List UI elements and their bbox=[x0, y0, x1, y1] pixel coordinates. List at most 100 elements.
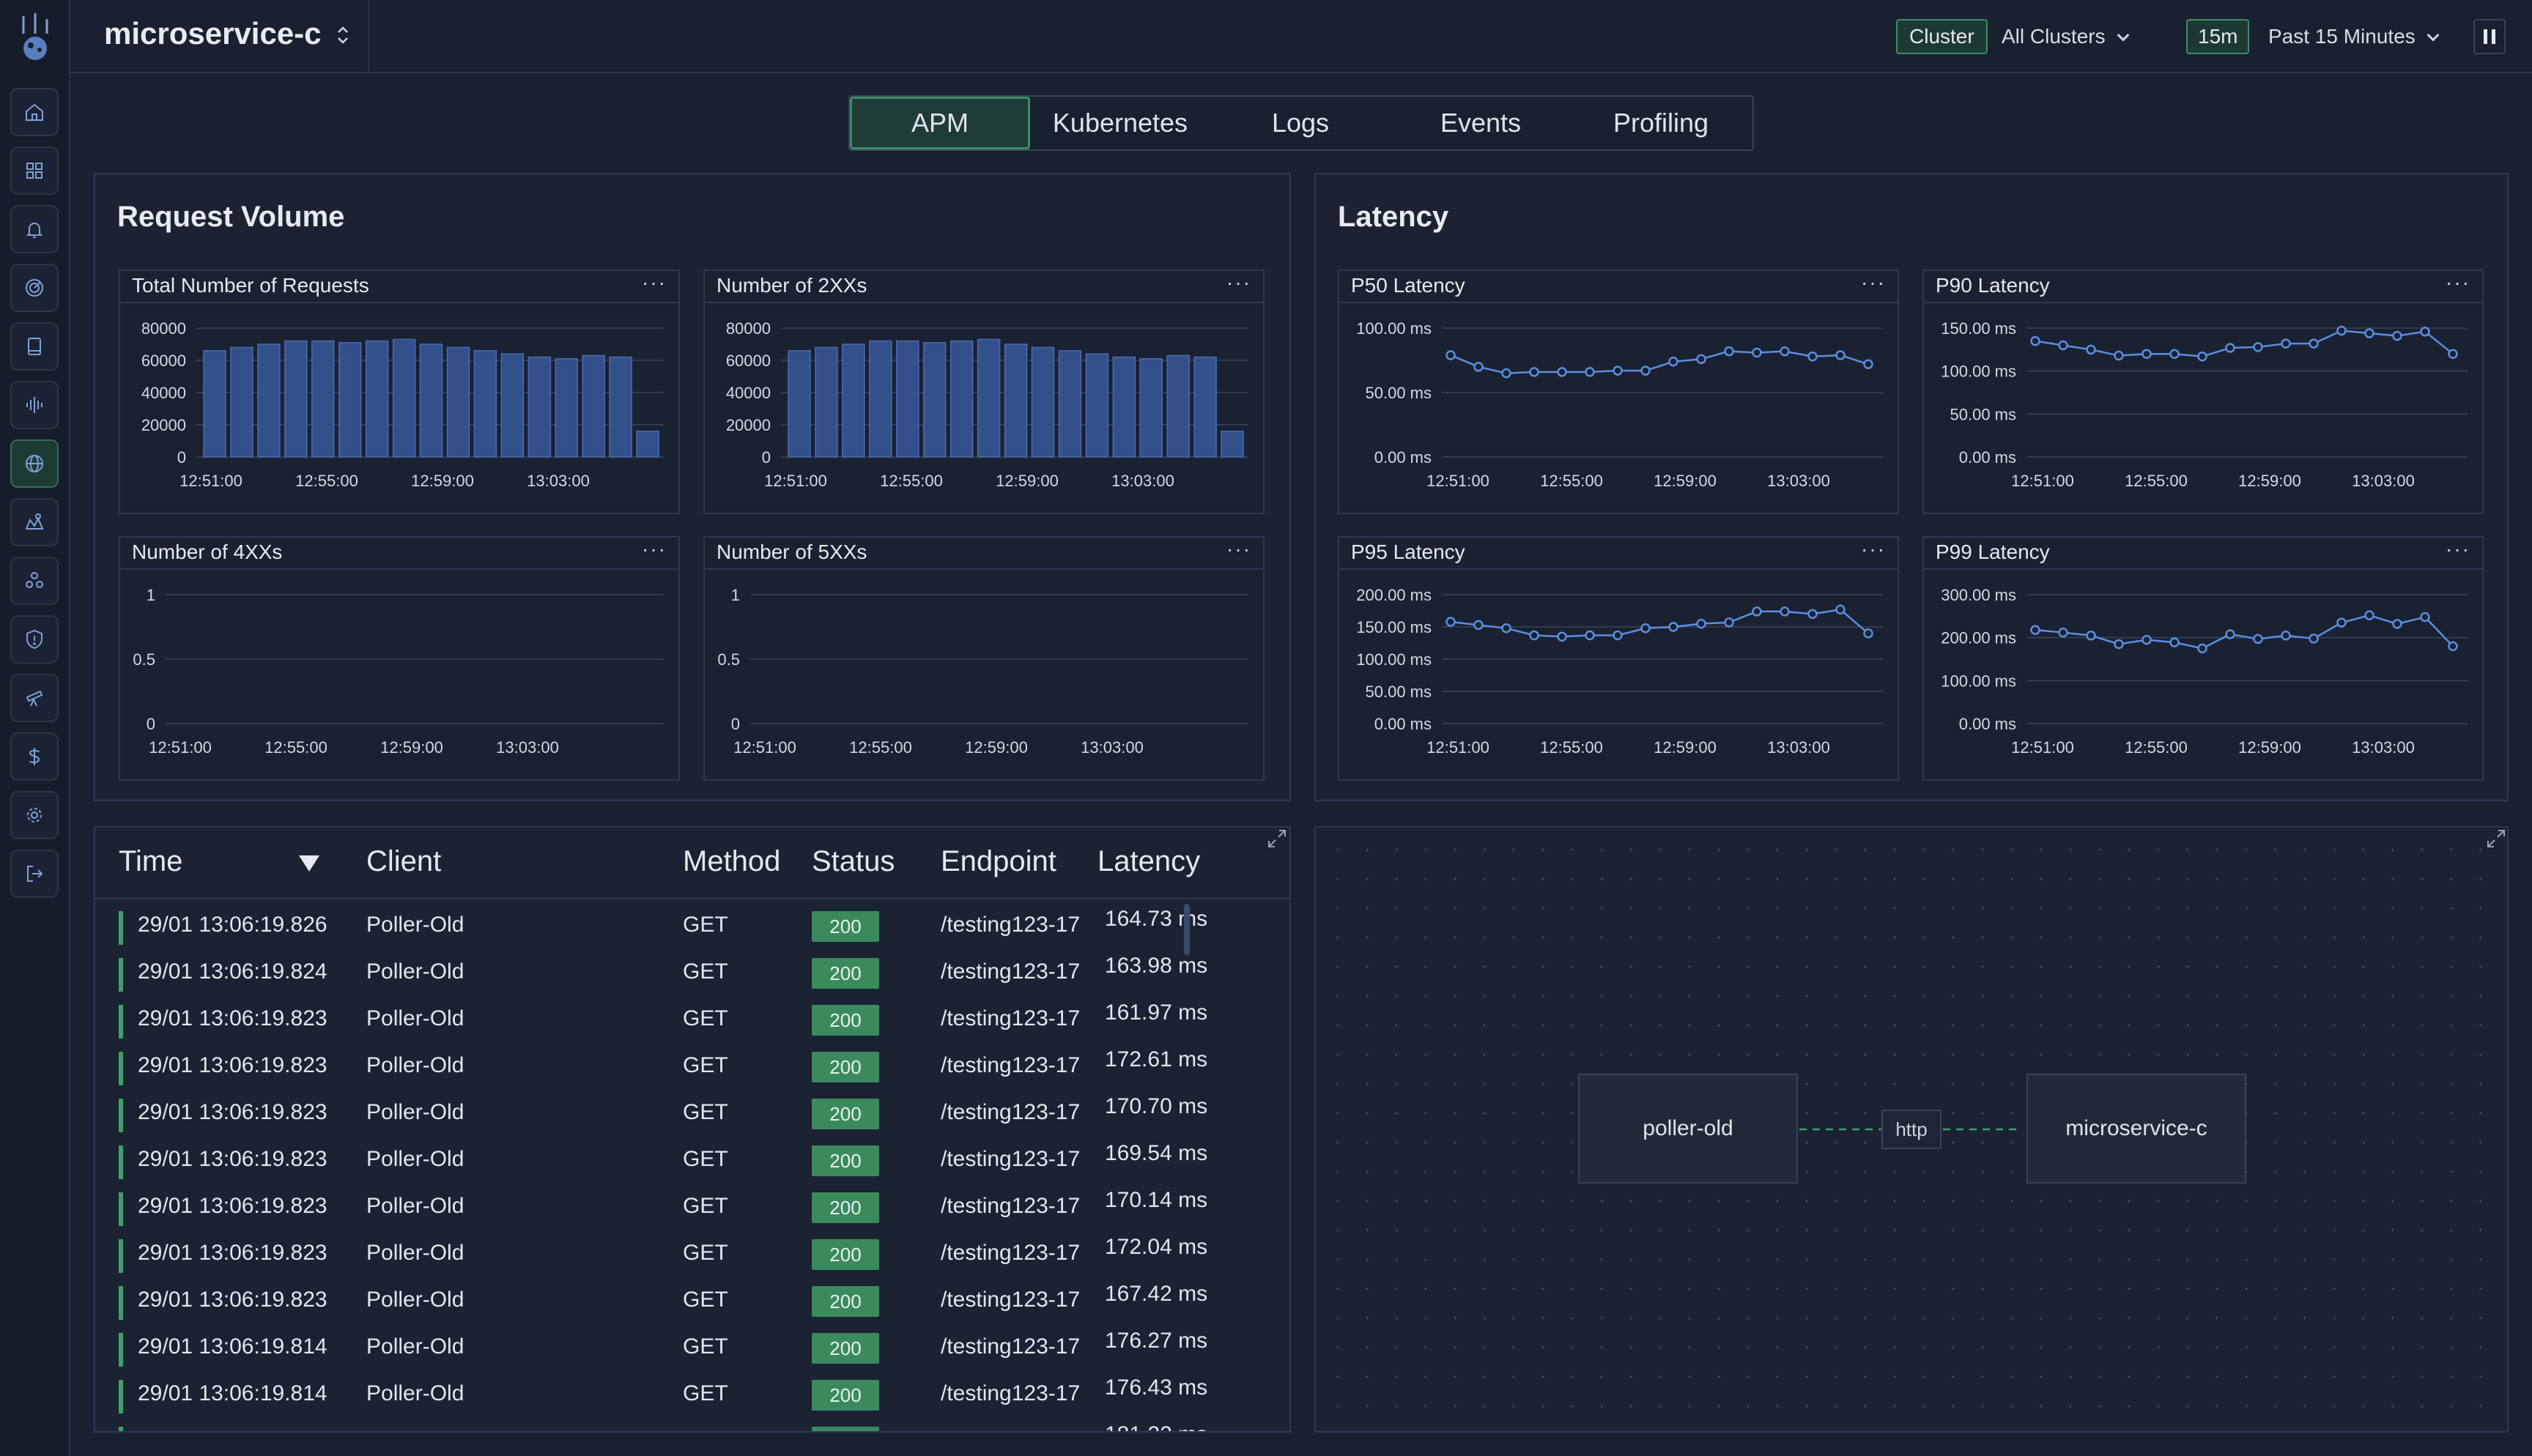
sidebar-item-shield[interactable] bbox=[10, 615, 59, 664]
sidebar-item-map[interactable] bbox=[10, 498, 59, 546]
tab-apm[interactable]: APM bbox=[850, 97, 1030, 149]
bar[interactable] bbox=[419, 343, 443, 458]
data-point[interactable] bbox=[1445, 617, 1456, 627]
data-point[interactable] bbox=[2197, 351, 2207, 362]
edge-label[interactable]: http bbox=[1881, 1110, 1941, 1149]
bar[interactable] bbox=[392, 338, 416, 458]
expand-icon[interactable] bbox=[2485, 828, 2507, 850]
data-point[interactable] bbox=[1752, 347, 1762, 358]
data-point[interactable] bbox=[1613, 365, 1623, 376]
data-point[interactable] bbox=[1863, 359, 1873, 370]
data-point[interactable] bbox=[2420, 326, 2430, 337]
data-point[interactable] bbox=[2336, 325, 2347, 336]
bar[interactable] bbox=[230, 346, 253, 458]
pause-button[interactable] bbox=[2473, 19, 2506, 54]
bar[interactable] bbox=[1193, 356, 1217, 458]
data-point[interactable] bbox=[1807, 609, 1818, 620]
data-point[interactable] bbox=[2114, 350, 2124, 361]
data-point[interactable] bbox=[1696, 618, 1706, 629]
bar[interactable] bbox=[1058, 350, 1082, 458]
bar[interactable] bbox=[1085, 353, 1109, 458]
table-row[interactable]: 29/01 13:06:19.814 Poller-Old GET 200/testi… bbox=[95, 1370, 1282, 1416]
data-point[interactable] bbox=[1780, 346, 1790, 357]
data-point[interactable] bbox=[2253, 634, 2263, 645]
bar[interactable] bbox=[869, 340, 892, 458]
bar[interactable] bbox=[582, 354, 605, 458]
table-row[interactable]: 29/01 13:06:19.824 Poller-Old GET 200/testi… bbox=[95, 948, 1282, 995]
table-row[interactable]: 29/01 13:06:19.823 Poller-Old GET 200/testi… bbox=[95, 1088, 1282, 1135]
bar[interactable] bbox=[528, 356, 552, 458]
data-point[interactable] bbox=[2392, 330, 2402, 341]
data-point[interactable] bbox=[1585, 367, 1595, 377]
more-options-icon[interactable]: ··· bbox=[1861, 271, 1886, 294]
bar[interactable] bbox=[365, 340, 389, 458]
data-point[interactable] bbox=[2364, 328, 2374, 338]
data-point[interactable] bbox=[1696, 354, 1706, 364]
data-point[interactable] bbox=[2030, 335, 2040, 346]
table-row[interactable]: 29/01 13:06:19.823 Poller-Old GET 200/testi… bbox=[95, 1229, 1282, 1276]
data-point[interactable] bbox=[1835, 604, 1846, 614]
data-point[interactable] bbox=[2392, 619, 2402, 629]
tab-kubernetes[interactable]: Kubernetes bbox=[1052, 108, 1188, 138]
data-point[interactable] bbox=[1807, 351, 1818, 362]
data-point[interactable] bbox=[1724, 346, 1734, 357]
data-point[interactable] bbox=[2142, 349, 2152, 359]
bar[interactable] bbox=[977, 338, 1001, 458]
data-point[interactable] bbox=[1668, 622, 1678, 632]
bar[interactable] bbox=[1031, 346, 1055, 458]
service-node-target[interactable]: microservice-c bbox=[2026, 1074, 2246, 1184]
sort-desc-icon[interactable] bbox=[299, 855, 319, 872]
table-row[interactable]: 29/01 13:06:19.823 Poller-Old GET 200/testi… bbox=[95, 1182, 1282, 1229]
sidebar-item-logout[interactable] bbox=[10, 850, 59, 898]
more-options-icon[interactable]: ··· bbox=[2446, 271, 2470, 294]
tab-profiling[interactable]: Profiling bbox=[1613, 108, 1709, 138]
data-point[interactable] bbox=[2086, 630, 2096, 641]
data-point[interactable] bbox=[2225, 629, 2235, 639]
more-options-icon[interactable]: ··· bbox=[1226, 271, 1251, 294]
bar[interactable] bbox=[1004, 343, 1028, 458]
time-range-badge[interactable]: 15m bbox=[2186, 19, 2250, 54]
column-status[interactable]: Status bbox=[812, 845, 895, 877]
data-point[interactable] bbox=[1501, 623, 1511, 634]
data-point[interactable] bbox=[2281, 338, 2291, 349]
bar[interactable] bbox=[284, 340, 308, 458]
bar[interactable] bbox=[1166, 354, 1190, 458]
column-method[interactable]: Method bbox=[683, 845, 781, 877]
data-point[interactable] bbox=[1640, 365, 1651, 376]
bar[interactable] bbox=[1221, 431, 1244, 458]
more-options-icon[interactable]: ··· bbox=[2446, 538, 2470, 560]
data-point[interactable] bbox=[1863, 628, 1873, 639]
data-point[interactable] bbox=[2309, 634, 2319, 644]
bar[interactable] bbox=[636, 431, 659, 458]
data-point[interactable] bbox=[1724, 617, 1734, 628]
data-point[interactable] bbox=[2253, 342, 2263, 352]
bar[interactable] bbox=[842, 343, 865, 458]
data-point[interactable] bbox=[2169, 349, 2180, 359]
data-point[interactable] bbox=[1640, 623, 1651, 634]
sidebar-item-waveform[interactable] bbox=[10, 381, 59, 429]
data-point[interactable] bbox=[2225, 343, 2235, 353]
chevron-updown-icon[interactable] bbox=[334, 22, 352, 48]
table-row[interactable]: 200 181.22 ms bbox=[95, 1416, 1282, 1431]
table-row[interactable]: 29/01 13:06:19.823 Poller-Old GET 200/testi… bbox=[95, 1041, 1282, 1088]
data-point[interactable] bbox=[1557, 367, 1567, 377]
bar[interactable] bbox=[555, 358, 578, 458]
data-point[interactable] bbox=[1585, 630, 1595, 641]
column-latency[interactable]: Latency bbox=[1097, 845, 1201, 877]
data-point[interactable] bbox=[2309, 338, 2319, 349]
data-point[interactable] bbox=[2058, 627, 2068, 638]
bar[interactable] bbox=[896, 340, 919, 458]
table-scrollbar[interactable] bbox=[1184, 904, 1190, 955]
bar[interactable] bbox=[338, 342, 362, 458]
data-point[interactable] bbox=[2197, 643, 2207, 654]
more-options-icon[interactable]: ··· bbox=[1226, 538, 1251, 560]
data-point[interactable] bbox=[2281, 630, 2291, 641]
sidebar-item-telescope[interactable] bbox=[10, 674, 59, 722]
bar[interactable] bbox=[815, 346, 838, 458]
data-point[interactable] bbox=[1752, 606, 1762, 617]
more-options-icon[interactable]: ··· bbox=[642, 271, 667, 294]
data-point[interactable] bbox=[1613, 630, 1623, 641]
table-row[interactable]: 29/01 13:06:19.823 Poller-Old GET 200/testi… bbox=[95, 995, 1282, 1041]
table-row[interactable]: 29/01 13:06:19.814 Poller-Old GET 200/testi… bbox=[95, 1323, 1282, 1370]
data-point[interactable] bbox=[1501, 368, 1511, 379]
